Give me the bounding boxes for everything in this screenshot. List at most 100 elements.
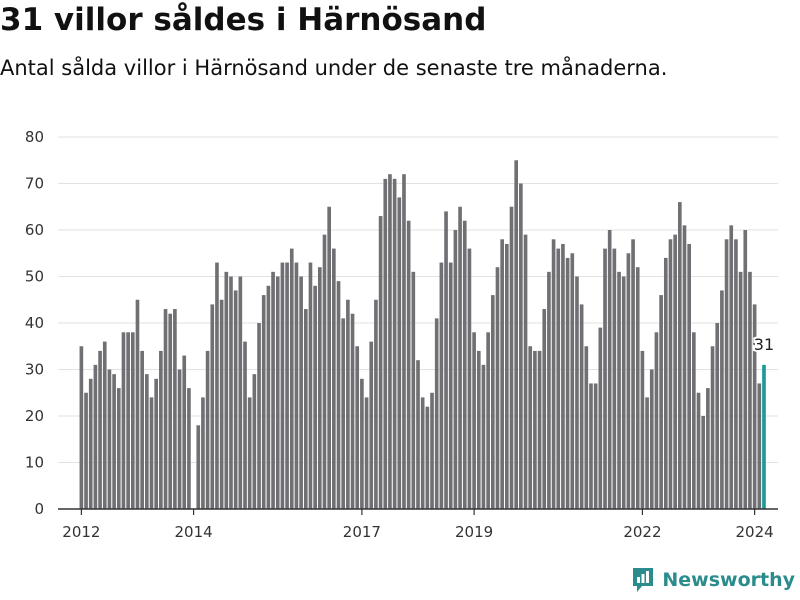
bar (523, 234, 528, 509)
bar (355, 346, 360, 509)
bar (673, 234, 677, 509)
y-tick-label: 30 (25, 361, 44, 379)
bar (360, 378, 364, 509)
bar (659, 295, 663, 509)
bar (285, 262, 289, 509)
bar (640, 350, 645, 509)
bar-chart-logo-icon (633, 568, 654, 592)
bar (734, 239, 738, 510)
bar (701, 416, 706, 509)
bar (505, 243, 509, 509)
x-tick-label: 2012 (62, 523, 100, 541)
bar (299, 276, 303, 509)
bar (233, 290, 238, 509)
bar (163, 309, 168, 509)
y-tick-label: 10 (25, 454, 44, 472)
bar (584, 346, 589, 509)
bar (458, 206, 462, 509)
y-tick-label: 60 (25, 221, 44, 239)
bar (757, 383, 762, 509)
bar (168, 313, 173, 509)
bar (303, 309, 308, 509)
bar (182, 355, 187, 509)
bar (598, 327, 603, 509)
bar (257, 323, 261, 509)
bar (374, 299, 378, 509)
bar (219, 299, 224, 509)
bar (551, 239, 556, 510)
bar (570, 253, 575, 509)
bar (149, 397, 154, 509)
bar (126, 332, 130, 509)
bar (556, 248, 561, 509)
bar (154, 378, 159, 509)
bar (140, 350, 144, 509)
bar (406, 220, 411, 509)
bar (486, 332, 490, 509)
y-tick-label: 80 (25, 128, 44, 146)
newsworthy-brand: Newsworthy (631, 566, 795, 594)
bar (116, 388, 121, 509)
bar (341, 318, 346, 509)
bar-chart: 0 10 20 30 40 50 60 70 80 2012 2014 2017 2019 2022 202… (25, 128, 778, 541)
x-tick-label: 2017 (343, 523, 381, 541)
bar (589, 383, 593, 509)
bar (397, 197, 402, 509)
x-tick-label: 2014 (174, 523, 212, 541)
bar (710, 346, 715, 509)
bar (215, 262, 219, 509)
y-tick-label: 0 (34, 500, 44, 518)
bar (467, 248, 472, 509)
bar (102, 341, 107, 509)
bar (243, 341, 247, 509)
bar (514, 160, 519, 509)
bar (392, 178, 397, 509)
bar (430, 392, 434, 509)
bar (720, 290, 724, 509)
bar (196, 425, 201, 509)
bar (682, 225, 687, 509)
y-tick-label: 70 (25, 175, 44, 193)
bar (135, 299, 140, 509)
bar (98, 350, 102, 509)
bar (238, 276, 243, 509)
bar (112, 374, 116, 509)
bar (416, 360, 420, 509)
bar (271, 271, 275, 509)
bar (663, 257, 668, 509)
value-labels: 31 (752, 333, 776, 356)
bar (145, 374, 149, 509)
brand-name: Newsworthy (662, 569, 795, 591)
bar (462, 220, 467, 509)
bar (677, 202, 682, 509)
bar (687, 243, 691, 509)
bar (561, 243, 565, 509)
x-tick-label: 2024 (736, 523, 774, 541)
bar (121, 332, 126, 509)
bar (706, 388, 710, 509)
bar (593, 383, 598, 509)
bar (88, 378, 93, 509)
bar (322, 234, 327, 509)
bars (79, 160, 766, 510)
bar (383, 178, 388, 509)
bar (261, 295, 266, 509)
bar (696, 392, 701, 509)
bar (635, 267, 640, 509)
bar (668, 239, 673, 510)
bar (738, 271, 743, 509)
bar (332, 248, 336, 509)
bar (654, 332, 659, 509)
bar (294, 262, 299, 509)
bar (425, 406, 430, 509)
bar (448, 262, 453, 509)
bar (280, 262, 285, 509)
bar (537, 350, 542, 509)
bar (715, 323, 720, 509)
bar (528, 346, 533, 509)
bar (210, 304, 215, 509)
bar (93, 364, 98, 509)
bar (649, 369, 654, 509)
bar (411, 271, 416, 509)
bar (159, 350, 163, 509)
